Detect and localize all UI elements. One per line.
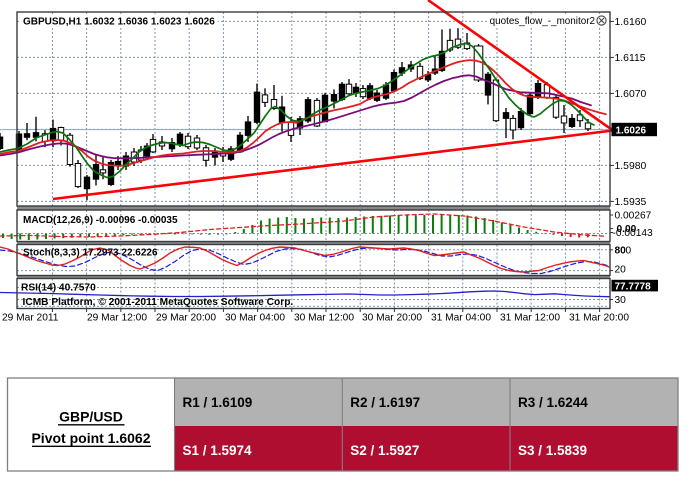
svg-text:S1 / 1.5974: S1 / 1.5974 [183, 443, 253, 458]
svg-text:S2 / 1.5927: S2 / 1.5927 [350, 443, 419, 458]
svg-text:R3 / 1.6244: R3 / 1.6244 [518, 395, 588, 410]
svg-text:Pivot point 1.6062: Pivot point 1.6062 [31, 430, 150, 446]
svg-text:1.5935: 1.5935 [615, 197, 647, 208]
svg-text:Stoch(8,3,3) 17.2973 22.6226: Stoch(8,3,3) 17.2973 22.6226 [23, 248, 158, 259]
svg-text:31 Mar 12:00: 31 Mar 12:00 [500, 313, 560, 324]
svg-text:0.00: 0.00 [617, 224, 637, 235]
svg-text:77.7778: 77.7778 [615, 281, 652, 292]
svg-text:R1 / 1.6109: R1 / 1.6109 [183, 395, 253, 410]
svg-text:1.5980: 1.5980 [615, 161, 647, 172]
svg-text:20: 20 [615, 265, 627, 276]
svg-text:1.6026: 1.6026 [616, 126, 647, 137]
svg-text:-0.00143: -0.00143 [613, 228, 654, 239]
svg-text:S3 / 1.5839: S3 / 1.5839 [518, 443, 587, 458]
svg-text:30: 30 [615, 295, 627, 306]
svg-text:R2 / 1.6197: R2 / 1.6197 [350, 395, 420, 410]
svg-text:30 Mar 04:00: 30 Mar 04:00 [225, 313, 285, 324]
svg-text:GBPUSD,H1 1.6032 1.6036 1.602: GBPUSD,H1 1.6032 1.6036 1.6023 1.6026 [23, 17, 215, 28]
svg-text:0: 0 [626, 246, 632, 257]
svg-text:30 Mar 12:00: 30 Mar 12:00 [294, 313, 354, 324]
svg-text:ICMB Platform, © 2001-2011 Met: ICMB Platform, © 2001-2011 MetaQuotes So… [23, 297, 294, 308]
svg-text:RSI(14) 40.7570: RSI(14) 40.7570 [21, 283, 96, 294]
svg-text:29 Mar 20:00: 29 Mar 20:00 [156, 313, 216, 324]
svg-text:GBP/USD: GBP/USD [59, 409, 123, 425]
svg-text:29 Mar 2011: 29 Mar 2011 [2, 313, 59, 324]
svg-text:1.6160: 1.6160 [615, 17, 647, 28]
svg-text:1.6070: 1.6070 [615, 89, 647, 100]
svg-text:31 Mar 04:00: 31 Mar 04:00 [431, 313, 491, 324]
svg-text:quotes_flow_-_monitor2: quotes_flow_-_monitor2 [490, 16, 595, 27]
svg-text:MACD(12,26,9) -0.00096 -0.0003: MACD(12,26,9) -0.00096 -0.00035 [23, 215, 178, 226]
svg-text:29 Mar 12:00: 29 Mar 12:00 [87, 313, 147, 324]
svg-text:80: 80 [615, 246, 627, 257]
svg-text:1.6115: 1.6115 [615, 53, 646, 64]
svg-text:0.00267: 0.00267 [615, 211, 652, 222]
svg-text:31 Mar 20:00: 31 Mar 20:00 [569, 313, 629, 324]
svg-text:30 Mar 20:00: 30 Mar 20:00 [362, 313, 422, 324]
